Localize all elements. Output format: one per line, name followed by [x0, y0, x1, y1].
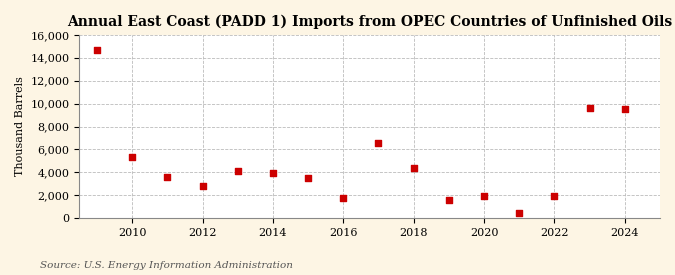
Point	[267, 171, 278, 175]
Point	[232, 169, 243, 173]
Y-axis label: Thousand Barrels: Thousand Barrels	[15, 76, 25, 177]
Point	[408, 166, 419, 170]
Point	[92, 48, 103, 52]
Point	[127, 155, 138, 160]
Point	[162, 175, 173, 179]
Point	[620, 107, 630, 111]
Point	[302, 175, 313, 180]
Point	[338, 196, 349, 200]
Point	[585, 106, 595, 110]
Point	[549, 194, 560, 199]
Point	[197, 184, 208, 188]
Text: Source: U.S. Energy Information Administration: Source: U.S. Energy Information Administ…	[40, 260, 294, 270]
Point	[443, 198, 454, 202]
Point	[514, 210, 524, 215]
Title: Annual East Coast (PADD 1) Imports from OPEC Countries of Unfinished Oils: Annual East Coast (PADD 1) Imports from …	[67, 15, 672, 29]
Point	[479, 194, 489, 198]
Point	[373, 140, 384, 145]
